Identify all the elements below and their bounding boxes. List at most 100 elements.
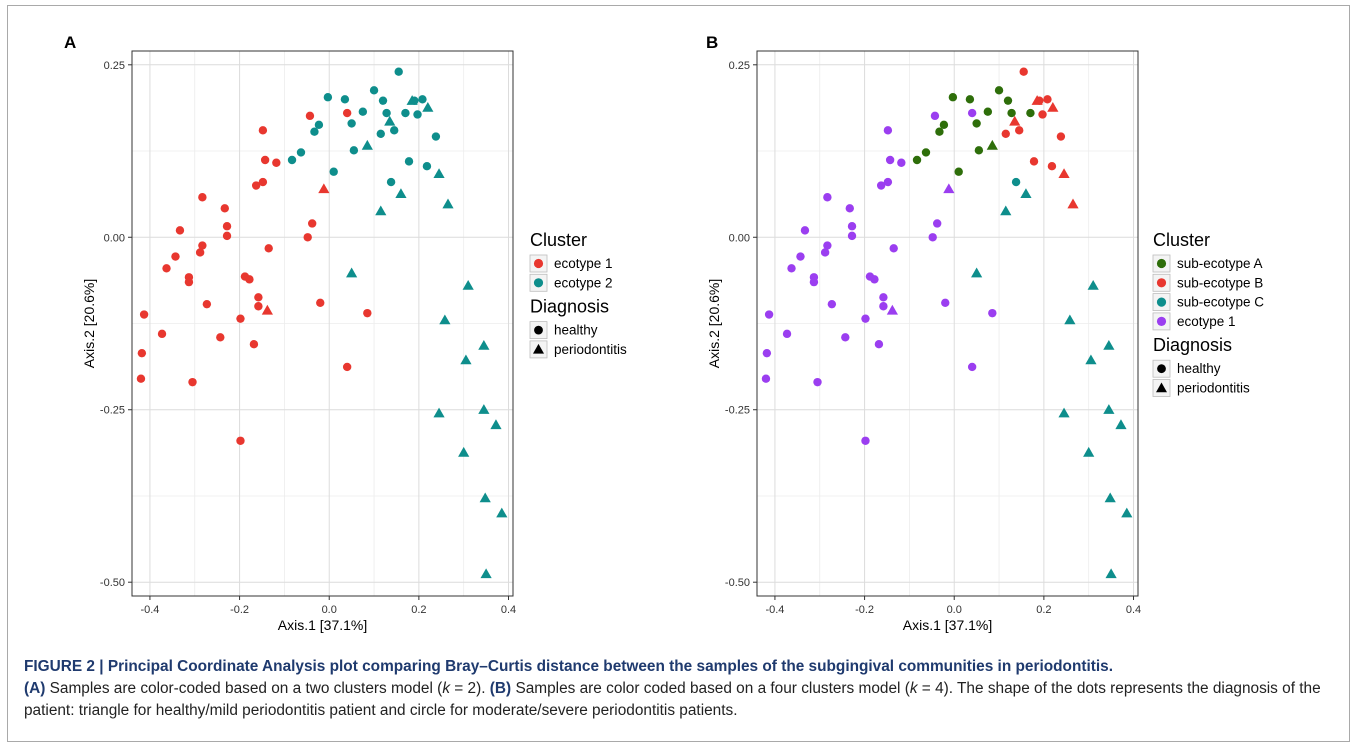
point-circle	[967, 108, 977, 118]
legend-diagnosis-label: periodontitis	[554, 342, 627, 357]
point-circle	[928, 233, 937, 242]
point-circle	[390, 126, 399, 135]
point-circle	[376, 129, 385, 138]
point-triangle	[1103, 404, 1115, 414]
point-circle	[954, 167, 963, 176]
point-circle	[418, 95, 427, 104]
legend-shape-triangle	[533, 343, 544, 354]
point-triangle	[422, 101, 434, 112]
plot-border	[131, 50, 514, 597]
point-circle	[800, 226, 810, 235]
point-triangle	[439, 314, 451, 325]
point-circle	[296, 148, 306, 157]
point-circle	[139, 310, 149, 319]
point-triangle	[1064, 314, 1076, 325]
point-circle	[889, 244, 898, 253]
point-triangle	[943, 183, 955, 194]
point-circle	[827, 299, 837, 309]
point-circle	[162, 264, 171, 273]
point-circle	[404, 157, 414, 166]
legend-swatch	[533, 258, 544, 269]
point-circle	[195, 248, 205, 257]
point-circle	[422, 162, 432, 171]
y-axis-title: Axis.2 [20.6%]	[706, 279, 722, 369]
caption-b-k: k	[909, 680, 918, 697]
point-triangle	[1067, 198, 1079, 209]
point-circle	[1029, 157, 1039, 166]
point-circle	[994, 86, 1004, 95]
x-tick-label: 0.0	[322, 604, 337, 616]
point-triangle	[1058, 407, 1070, 418]
point-triangle	[261, 304, 273, 315]
point-circle	[347, 119, 356, 128]
point-triangle	[490, 419, 502, 430]
point-circle	[272, 158, 281, 167]
point-circle	[136, 374, 146, 383]
point-circle	[764, 310, 774, 319]
point-circle	[157, 329, 167, 339]
point-circle	[796, 252, 805, 261]
point-circle	[1007, 108, 1016, 118]
point-circle	[988, 308, 997, 318]
point-triangle	[361, 139, 373, 150]
point-circle	[921, 148, 931, 157]
point-circle	[1056, 132, 1066, 141]
x-tick-label: -0.4	[765, 604, 784, 616]
point-circle	[220, 204, 229, 213]
point-circle	[245, 275, 254, 284]
x-axis-title: Axis.1 [37.1%]	[903, 617, 993, 633]
point-circle	[965, 95, 975, 104]
point-circle	[879, 293, 888, 302]
point-circle	[782, 329, 792, 339]
point-triangle	[478, 339, 490, 350]
point-circle	[983, 107, 993, 116]
point-circle	[935, 127, 944, 136]
point-circle	[883, 177, 893, 187]
plot-border	[756, 50, 1139, 597]
point-triangle	[433, 168, 445, 178]
x-tick-label: 0.4	[501, 604, 516, 616]
point-circle	[323, 93, 333, 102]
legend-cluster-label: ecotype 2	[554, 275, 613, 290]
point-triangle	[478, 404, 490, 414]
point-circle	[897, 158, 906, 167]
x-tick-label: -0.2	[855, 604, 874, 616]
figure-frame	[7, 5, 1350, 742]
point-circle	[845, 204, 854, 213]
point-circle	[222, 231, 232, 241]
point-circle	[879, 302, 888, 311]
point-circle	[386, 177, 396, 187]
legend-cluster-label: sub-ecotype A	[1177, 256, 1263, 271]
point-triangle	[496, 507, 508, 518]
point-circle	[260, 155, 270, 165]
point-circle	[809, 277, 819, 287]
point-circle	[198, 193, 207, 202]
point-circle	[236, 436, 245, 445]
point-circle	[378, 96, 388, 105]
point-triangle	[1104, 492, 1116, 503]
point-triangle	[1087, 279, 1099, 290]
legend-shape-circle	[1157, 364, 1166, 374]
x-tick-label: -0.2	[230, 604, 249, 616]
panel-b: B -0.4 -0.2 0.0 0.2 0.4 0.25 0.00 -0.25 -0.50 Axis…	[706, 33, 1264, 633]
point-circle	[202, 299, 212, 309]
point-circle	[305, 111, 315, 121]
point-circle	[870, 275, 879, 284]
point-circle	[1001, 129, 1010, 138]
point-circle	[349, 146, 359, 155]
point-circle	[188, 377, 197, 387]
point-circle	[1015, 126, 1024, 135]
point-circle	[861, 314, 870, 323]
point-circle	[258, 126, 268, 135]
point-triangle	[1115, 419, 1127, 430]
y-tick-label: 0.00	[729, 232, 750, 244]
legend-cluster-label: ecotype 1	[1177, 314, 1236, 329]
legend-cluster-title: Cluster	[1153, 230, 1210, 250]
point-circle	[941, 298, 950, 308]
point-circle	[342, 108, 352, 118]
point-circle	[363, 308, 372, 318]
point-circle	[1043, 95, 1052, 104]
point-circle	[948, 93, 958, 102]
point-circle	[340, 95, 350, 104]
legend-diagnosis-label: healthy	[554, 323, 598, 338]
